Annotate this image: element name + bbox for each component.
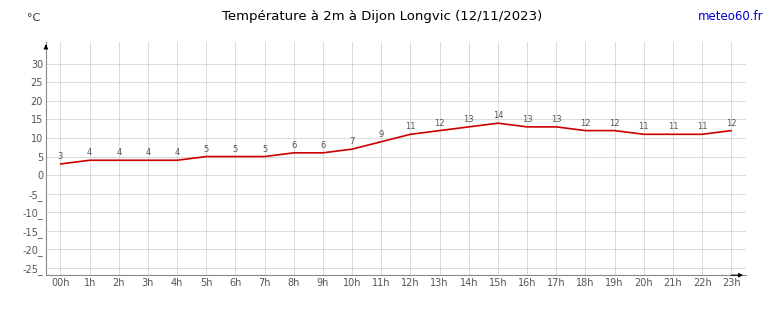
Text: 12: 12 xyxy=(610,119,620,128)
Text: 6: 6 xyxy=(321,141,326,150)
Text: 11: 11 xyxy=(405,122,415,131)
Text: 12: 12 xyxy=(435,119,445,128)
Text: 5: 5 xyxy=(233,145,238,154)
Text: 11: 11 xyxy=(668,122,679,131)
Text: 13: 13 xyxy=(551,115,562,124)
Text: 6: 6 xyxy=(291,141,297,150)
Text: 5: 5 xyxy=(203,145,209,154)
Text: 4: 4 xyxy=(145,148,151,157)
Text: 3: 3 xyxy=(58,152,63,161)
Text: meteo60.fr: meteo60.fr xyxy=(698,10,763,23)
Text: 13: 13 xyxy=(522,115,532,124)
Text: 4: 4 xyxy=(87,148,93,157)
Text: 4: 4 xyxy=(116,148,122,157)
Text: 12: 12 xyxy=(580,119,591,128)
Text: 13: 13 xyxy=(464,115,474,124)
Text: 7: 7 xyxy=(350,137,355,146)
Text: 11: 11 xyxy=(697,122,708,131)
Text: °C: °C xyxy=(27,13,40,23)
Text: 5: 5 xyxy=(262,145,267,154)
Text: 11: 11 xyxy=(639,122,649,131)
Text: 9: 9 xyxy=(379,130,384,139)
Text: 12: 12 xyxy=(726,119,737,128)
Text: Température à 2m à Dijon Longvic (12/11/2023): Température à 2m à Dijon Longvic (12/11/… xyxy=(223,10,542,23)
Text: 14: 14 xyxy=(493,111,503,120)
Text: 4: 4 xyxy=(174,148,180,157)
